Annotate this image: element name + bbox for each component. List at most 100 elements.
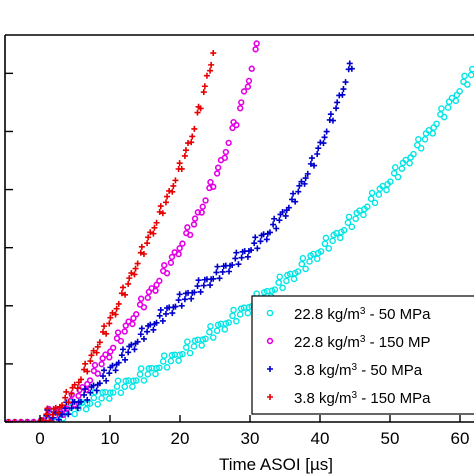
data-point (292, 198, 299, 205)
data-point (194, 109, 201, 116)
data-point (214, 263, 221, 270)
axes: 0 10 20 30 40 50 60 (4, 34, 474, 448)
data-point (144, 328, 151, 335)
data-point (82, 405, 90, 413)
data-point (289, 196, 295, 203)
data-point (145, 365, 153, 372)
data-point (296, 182, 303, 189)
data-point (106, 320, 113, 327)
data-point (30, 419, 37, 422)
x-tick-label: 20 (171, 429, 190, 448)
data-point (248, 65, 255, 72)
data-point (252, 234, 259, 241)
data-point (190, 343, 198, 350)
data-point (271, 215, 278, 222)
data-point (302, 265, 309, 273)
data-point (150, 326, 157, 333)
data-point (273, 225, 280, 232)
data-point (233, 249, 240, 256)
legend-item: 3.8 kg/m3 - 150 MPa (267, 390, 431, 407)
data-point (425, 126, 433, 134)
data-point (294, 268, 302, 275)
data-point (169, 188, 176, 195)
data-point (71, 410, 78, 418)
x-tick-label: 50 (381, 429, 400, 448)
data-point (207, 178, 214, 186)
data-point (367, 195, 375, 203)
data-point (65, 411, 72, 418)
data-point (86, 400, 94, 407)
data-point (86, 377, 94, 384)
data-point (244, 253, 251, 260)
data-point (336, 234, 344, 242)
data-point (145, 234, 152, 241)
data-point (213, 170, 221, 177)
data-point (109, 362, 116, 369)
data-point (44, 405, 51, 412)
data-point (189, 133, 196, 140)
data-point (176, 245, 183, 252)
data-point (221, 326, 229, 333)
data-point (114, 329, 122, 336)
data-point (159, 317, 166, 324)
data-point (122, 377, 130, 385)
legend: 22.8 kg/m3 - 50 MPa 22.8 kg/m3 - 150 MP 3.… (251, 295, 474, 415)
data-point (346, 60, 353, 67)
legend-label: 3.8 kg/m3 - 50 MPa (294, 362, 423, 380)
legend-item: 22.8 kg/m3 - 150 MP (266, 334, 430, 351)
legend-marker (266, 337, 274, 345)
data-point (152, 370, 159, 378)
data-point (238, 254, 245, 261)
legend-item: 22.8 kg/m3 - 50 MPa (266, 306, 431, 323)
data-point (18, 419, 25, 422)
x-tick-label: 40 (311, 429, 330, 448)
data-point (126, 275, 133, 282)
data-point (179, 240, 186, 247)
data-point (117, 337, 125, 345)
data-point (219, 268, 226, 275)
data-point (191, 125, 198, 132)
data-point (279, 284, 286, 292)
data-point (342, 79, 349, 86)
data-point (202, 335, 209, 343)
data-point (109, 344, 117, 352)
data-point (134, 338, 141, 345)
data-point (283, 277, 290, 285)
data-point (238, 99, 245, 106)
data-point (248, 247, 255, 254)
data-point (128, 270, 135, 277)
data-point (159, 210, 166, 217)
data-point (147, 229, 154, 236)
data-point (137, 331, 144, 338)
data-point (207, 322, 214, 330)
data-point (167, 357, 175, 365)
data-point (360, 211, 367, 219)
data-point (229, 312, 236, 320)
data-point (214, 164, 222, 171)
data-point (163, 199, 169, 206)
data-point (129, 383, 136, 390)
data-point (132, 377, 140, 384)
data-point (117, 389, 125, 397)
data-point (464, 81, 471, 88)
data-point (178, 302, 185, 309)
data-point (131, 346, 138, 353)
data-point (210, 275, 217, 282)
data-point (153, 281, 160, 289)
data-point (107, 389, 114, 397)
data-point (5, 419, 12, 422)
data-point (59, 402, 66, 409)
data-point (233, 121, 240, 129)
data-point (153, 319, 160, 326)
data-point (63, 388, 70, 395)
data-point (175, 297, 182, 304)
data-point (321, 240, 329, 248)
data-point (99, 389, 106, 396)
data-point (172, 303, 179, 310)
data-point (257, 238, 264, 245)
data-point (181, 296, 188, 303)
data-point (222, 148, 230, 156)
data-point (195, 277, 202, 284)
data-point (114, 377, 122, 385)
data-point (184, 338, 191, 345)
